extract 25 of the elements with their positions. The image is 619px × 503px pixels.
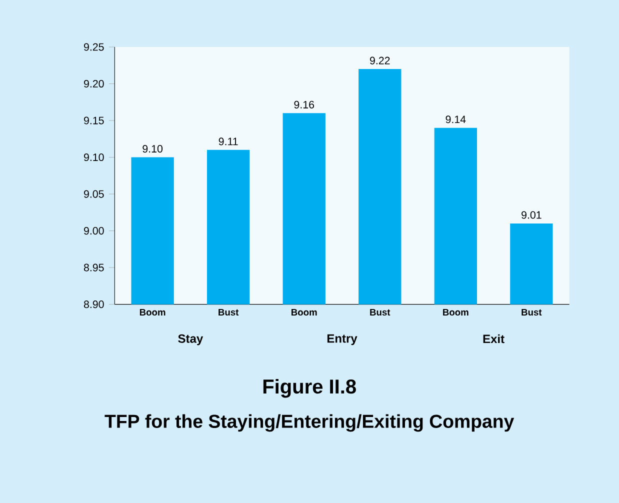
data-label: 9.14 <box>446 116 466 124</box>
data-label: 9.16 <box>294 100 314 108</box>
text: Figure II.8 <box>263 378 356 398</box>
y-tick-label: 9.20 <box>84 80 104 88</box>
y-tick-label: 8.90 <box>84 300 104 308</box>
x-tick-label: Bust <box>218 309 239 316</box>
y-tick-label: 9.05 <box>84 190 104 198</box>
y-tick-label: 9.10 <box>84 154 104 162</box>
data-label: 9.01 <box>522 211 542 219</box>
y-tick-label: 9.15 <box>84 116 104 124</box>
text: Stay <box>178 334 204 346</box>
data-label: 9.22 <box>370 56 390 64</box>
text: TFP for the Staying/Entering/Exiting Company <box>104 414 514 432</box>
x-tick-label: Boom <box>140 309 166 316</box>
data-label: 9.10 <box>142 145 163 153</box>
data-label: 9.11 <box>218 138 238 146</box>
x-tick-label: Bust <box>370 309 390 316</box>
y-tick-label: 8.95 <box>84 264 104 272</box>
y-tick-label: 9.25 <box>84 43 104 51</box>
text: Entry <box>327 334 358 346</box>
x-tick-label: Boom <box>292 309 317 316</box>
x-tick-label: Boom <box>443 309 468 316</box>
text: Exit <box>483 334 504 344</box>
y-tick-label: 9.00 <box>84 227 104 235</box>
x-tick-label: Bust <box>522 309 542 316</box>
